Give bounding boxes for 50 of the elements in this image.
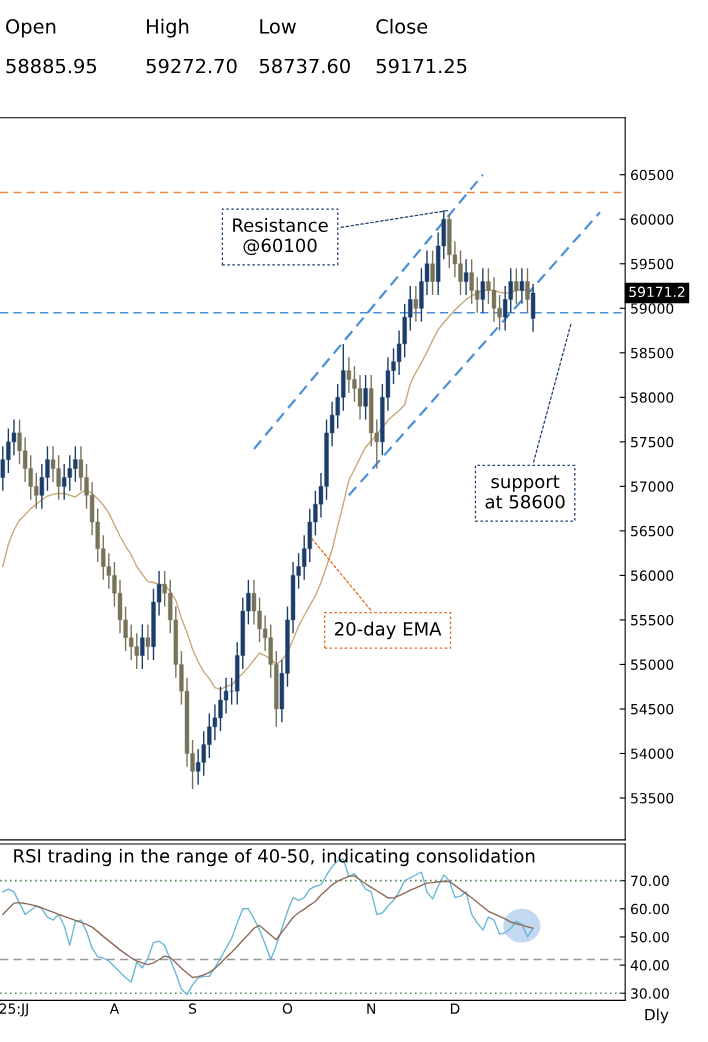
candlestick (519, 267, 525, 305)
y-tick-label: 60500 (631, 169, 674, 181)
x-tick-label: A (109, 1003, 120, 1014)
chart-title: RSI trading in the range of 40-50, indicating consolidation (14, 848, 535, 867)
candlestick (514, 267, 519, 305)
text: 59171.2 (629, 286, 685, 298)
candlestick (463, 258, 469, 296)
annotation: 20-day EMA (335, 621, 442, 640)
y-tick-label: 58000 (631, 392, 674, 403)
candlestick (363, 374, 368, 421)
y-tick-label: 54000 (631, 748, 674, 759)
text: 58737.60 (259, 58, 350, 74)
y-tick-label: 55500 (631, 614, 674, 626)
text: 59171.25 (376, 58, 467, 74)
text: Close (376, 18, 428, 34)
y-tick-label: 60.00 (631, 903, 669, 915)
text: Low (260, 19, 296, 34)
x-tick-label: D (450, 1003, 460, 1014)
y-tick-label: 59500 (631, 258, 674, 270)
y-tick-label: 59000 (631, 303, 674, 314)
y-tick-label: 57500 (631, 436, 674, 448)
annotation: support at 58600 (485, 475, 565, 509)
candlestick (525, 267, 530, 314)
x-tick-label: S (189, 1003, 197, 1014)
text: Dly (645, 1008, 669, 1024)
y-tick-label: 53500 (631, 792, 674, 804)
y-tick-label: 30.00 (631, 988, 669, 999)
annotation: Resistance @60100 (233, 218, 328, 256)
text: 58885.95 (6, 58, 97, 74)
y-tick-label: 54500 (631, 703, 674, 715)
x-tick-label: O (282, 1003, 293, 1014)
y-tick-label: 50.00 (631, 931, 669, 943)
candlestick (480, 267, 485, 314)
y-tick-label: 56000 (631, 570, 674, 581)
y-tick-label: 58500 (631, 347, 674, 359)
y-tick-label: 60000 (631, 214, 674, 225)
text: 59272.70 (146, 58, 237, 74)
y-tick-label: 70.00 (631, 875, 669, 887)
y-tick-label: 40.00 (630, 960, 669, 971)
x-tick-label: 25:JJ (0, 1003, 28, 1017)
candlestick (140, 623, 145, 670)
candlestick (430, 249, 435, 296)
candlestick (145, 623, 151, 661)
text: High (147, 18, 189, 38)
y-tick-label: 55000 (631, 659, 674, 670)
y-tick-label: 56500 (631, 525, 674, 537)
candlestick (413, 285, 419, 323)
x-tick-label: N (367, 1003, 376, 1014)
y-tick-label: 57000 (631, 481, 674, 492)
text: Open (6, 19, 56, 38)
